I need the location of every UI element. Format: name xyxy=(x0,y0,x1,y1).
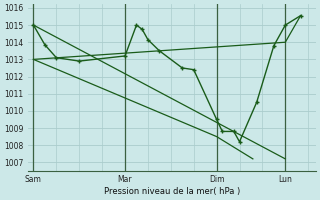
X-axis label: Pression niveau de la mer( hPa ): Pression niveau de la mer( hPa ) xyxy=(104,187,240,196)
